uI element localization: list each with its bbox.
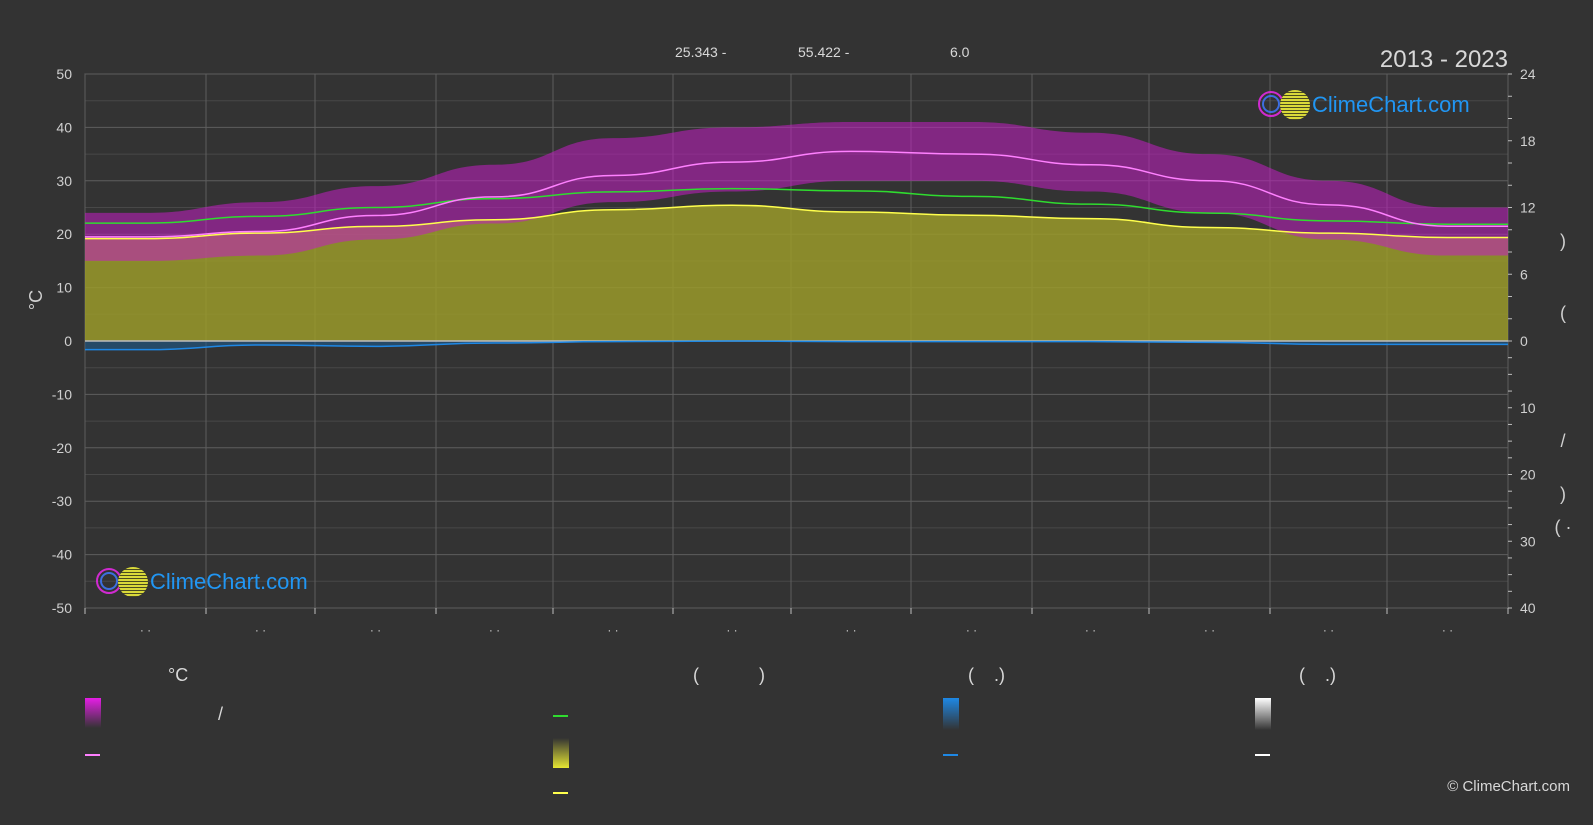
y-right-top-label: ) — [1560, 231, 1566, 251]
y-right-top-tick-label: 12 — [1520, 200, 1536, 216]
y-left-axis-label: °C — [26, 290, 46, 310]
x-month-label: · · — [370, 623, 381, 637]
chart-lines — [84, 150, 1508, 351]
legend-daylight-line — [553, 715, 568, 717]
y-left-tick-label: -30 — [52, 493, 72, 509]
precipitation-area — [85, 341, 1508, 350]
y-left-tick-label: -20 — [52, 440, 72, 456]
y-right-bottom-label: ) — [1560, 484, 1566, 504]
chart-axes: 50 40 30 20 10 0 -10 -20 -30 -40 -50 24 18 12 6 0 10 20 30… — [26, 66, 1572, 637]
daily-range-band — [85, 122, 1508, 261]
legend-snow-swatch — [1255, 698, 1271, 730]
y-right-bottom-tick-label: 30 — [1520, 533, 1536, 549]
legend-snow-line — [1255, 754, 1270, 756]
x-month-label: · · — [966, 623, 977, 637]
y-right-bottom-tick-label: 20 — [1520, 467, 1536, 483]
y-left-tick-label: 40 — [56, 119, 72, 135]
y-left-tick-label: -10 — [52, 386, 72, 402]
y-right-top-tick-label: 6 — [1520, 266, 1528, 282]
y-left-tick-label: -40 — [52, 547, 72, 563]
year-range: 2013 - 2023 — [1379, 46, 1508, 73]
coord-lon: 55.422 - — [798, 44, 850, 60]
sunshine-line — [84, 204, 1508, 240]
chart-areas — [85, 122, 1508, 350]
y-right-top-label: ( — [1560, 303, 1566, 323]
x-month-label: · · — [726, 623, 737, 637]
sunshine-area — [85, 205, 1508, 341]
logo-text: ClimeChart.com — [1312, 92, 1470, 117]
legend-col2-head: ( ) — [693, 665, 765, 685]
mean-max-temp-line — [84, 150, 1508, 238]
x-month-label: · · — [1442, 623, 1453, 637]
y-right-bottom-tick-label: 40 — [1520, 600, 1536, 616]
y-left-tick-label: 10 — [56, 280, 72, 296]
x-month-label: · · — [255, 623, 266, 637]
logo-text: ClimeChart.com — [150, 569, 308, 594]
y-left-tick-label: 20 — [56, 226, 72, 242]
logo-icon — [1258, 89, 1310, 121]
y-right-top-tick-label: 18 — [1520, 133, 1536, 149]
coord-lat: 25.343 - — [675, 44, 727, 60]
legend-daily-range-swatch — [85, 698, 101, 728]
x-month-label: · · — [140, 623, 151, 637]
copyright: © ClimeChart.com — [1447, 778, 1570, 795]
y-left-tick-label: 50 — [56, 66, 72, 82]
legend-temp-head: °C — [168, 665, 189, 685]
x-month-label: · · — [845, 623, 856, 637]
legend-sunshine-line — [553, 792, 568, 794]
legend-sunshine-swatch — [553, 738, 569, 768]
x-month-label: · · — [1085, 623, 1096, 637]
legend-col3-head: ( .) — [968, 665, 1005, 685]
precipitation-line — [84, 340, 1508, 351]
x-month-label: · · — [1204, 623, 1215, 637]
x-month-label: · · — [489, 623, 500, 637]
x-month-label: · · — [607, 623, 618, 637]
y-right-bottom-tick-label: 10 — [1520, 400, 1536, 416]
daylight-line — [84, 187, 1508, 225]
logo-top[interactable]: ClimeChart.com — [1258, 89, 1470, 121]
y-right-bottom-label: / — [1560, 431, 1565, 451]
legend-mean-max-line — [85, 754, 100, 756]
logo-bottom[interactable]: ClimeChart.com — [96, 566, 308, 598]
x-month-label: · · — [1323, 623, 1334, 637]
legend-slash: / — [218, 704, 224, 724]
y-left-tick-label: -50 — [52, 600, 72, 616]
y-right-top-tick-label: 0 — [1520, 333, 1528, 349]
legend-precip-line — [943, 754, 958, 756]
elevation: 6.0 — [950, 44, 970, 60]
legend-col4-head: ( .) — [1299, 665, 1336, 685]
y-left-tick-label: 0 — [64, 333, 72, 349]
y-left-tick-label: 30 — [56, 173, 72, 189]
y-right-bottom-label: ( · — [1555, 517, 1572, 537]
y-right-top-tick-label: 24 — [1520, 66, 1536, 82]
legend-precip-swatch — [943, 698, 959, 730]
logo-icon — [96, 566, 148, 598]
